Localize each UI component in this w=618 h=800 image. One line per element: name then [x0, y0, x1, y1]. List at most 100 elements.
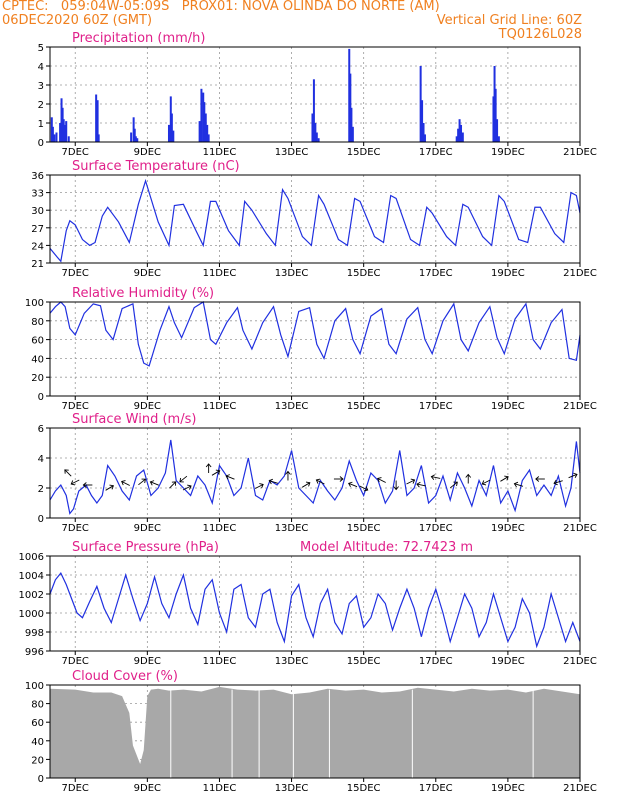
wind-arrow-head — [430, 474, 436, 480]
x-tick-label: 9DEC — [134, 783, 161, 794]
wind-arrow-head — [121, 480, 126, 486]
wind-arrow-head — [339, 476, 344, 482]
wind-arrow — [514, 483, 524, 487]
wind-arrow-head — [64, 469, 69, 474]
precip-bar — [67, 136, 70, 142]
x-tick-label: 15DEC — [347, 268, 381, 279]
wind-arrow — [150, 481, 159, 486]
wind-arrow — [121, 481, 130, 486]
y-tick-label: 1000 — [19, 609, 44, 620]
x-tick-label: 15DEC — [347, 401, 381, 412]
wind-arrow — [254, 484, 264, 489]
wind-arrow — [431, 476, 441, 479]
series-line — [49, 178, 581, 263]
precip-bar — [134, 136, 137, 142]
y-tick-label: 27 — [31, 224, 44, 235]
precip-bar — [170, 113, 173, 142]
precip-bar — [458, 119, 461, 142]
precip-bar — [206, 124, 209, 142]
x-tick-label: 11DEC — [203, 523, 237, 534]
precip-bar — [169, 96, 172, 142]
y-tick-label: 6 — [38, 424, 44, 435]
wind-arrow-head — [410, 478, 416, 484]
precip-bar — [65, 121, 68, 142]
y-tick-label: 30 — [31, 206, 44, 217]
wind-arrow-head — [393, 486, 399, 491]
x-tick-label: 19DEC — [491, 656, 525, 667]
wind-arrow-head — [82, 482, 87, 488]
x-tick-label: 21DEC — [563, 656, 597, 667]
wind-arrow-head — [315, 478, 321, 484]
x-tick-label: 9DEC — [134, 147, 161, 158]
x-tick-label: 7DEC — [62, 147, 89, 158]
wind-arrow — [225, 475, 235, 480]
y-tick-label: 33 — [31, 189, 44, 200]
wind-arrow-head — [285, 470, 291, 475]
wind-arrow — [450, 481, 458, 489]
precip-bar — [496, 119, 499, 142]
precip-bar — [96, 100, 99, 142]
x-tick-label: 7DEC — [62, 656, 89, 667]
y-tick-label: 998 — [25, 628, 44, 639]
precip-bar — [59, 123, 62, 142]
precip-bar — [457, 128, 460, 142]
panel-title: Relative Humidity (%) — [72, 286, 214, 301]
precip-bar — [203, 102, 206, 142]
precip-bar — [167, 124, 170, 142]
header-title: CPTEC: 059:04W-05:09S PROX01: NOVA OLIND… — [2, 0, 440, 14]
header-grid-note: Vertical Grid Line: 60Z — [436, 13, 582, 28]
wind-arrow-head — [348, 481, 353, 487]
wind-arrow — [416, 483, 426, 487]
x-tick-label: 17DEC — [419, 523, 453, 534]
x-tick-label: 17DEC — [419, 268, 453, 279]
precip-bar — [207, 134, 210, 142]
wind-arrow-head — [171, 481, 177, 486]
wind-arrow — [406, 479, 415, 485]
wind-arrow — [211, 470, 220, 476]
precip-bar — [311, 113, 314, 142]
y-tick-label: 3 — [38, 81, 44, 92]
precip-bar — [60, 98, 63, 142]
wind-arrow — [71, 479, 80, 485]
wind-arrow — [169, 481, 177, 489]
precip-bar — [317, 138, 320, 142]
y-tick-label: 0 — [38, 138, 44, 149]
x-tick-label: 9DEC — [134, 523, 161, 534]
wind-arrow-head — [215, 469, 221, 475]
precip-bar — [348, 48, 351, 142]
x-tick-label: 13DEC — [275, 401, 309, 412]
x-tick-label: 7DEC — [62, 523, 89, 534]
x-tick-label: 11DEC — [203, 656, 237, 667]
y-tick-label: 21 — [31, 259, 44, 270]
wind-arrow-head — [205, 463, 212, 468]
wind-arrow — [568, 473, 578, 479]
precip-bar — [51, 126, 54, 142]
precip-bar — [312, 79, 315, 142]
precip-bar — [419, 66, 422, 142]
x-tick-label: 21DEC — [563, 401, 597, 412]
wind-arrow-head — [70, 480, 76, 486]
series-line — [49, 439, 581, 515]
wind-arrow-head — [553, 479, 558, 486]
wind-arrow-head — [305, 481, 311, 487]
precip-bar — [350, 107, 353, 142]
x-tick-label: 15DEC — [347, 656, 381, 667]
x-tick-label: 13DEC — [275, 268, 309, 279]
precip-bar — [55, 132, 58, 142]
x-tick-label: 21DEC — [563, 523, 597, 534]
x-tick-label: 19DEC — [491, 401, 525, 412]
y-tick-label: 80 — [31, 317, 44, 328]
x-tick-label: 13DEC — [275, 523, 309, 534]
panel-frame — [49, 301, 581, 397]
y-tick-label: 20 — [31, 755, 44, 766]
precip-bar — [497, 136, 500, 142]
precip-bar — [460, 124, 463, 142]
x-tick-label: 13DEC — [275, 147, 309, 158]
wind-arrow-head — [377, 477, 382, 483]
panel-frame — [49, 684, 581, 779]
y-tick-label: 1006 — [19, 552, 44, 563]
wind-arrow-head — [187, 484, 192, 490]
panel-annotation: Model Altitude: 72.7423 m — [300, 540, 473, 555]
wind-arrow-head — [504, 475, 509, 481]
